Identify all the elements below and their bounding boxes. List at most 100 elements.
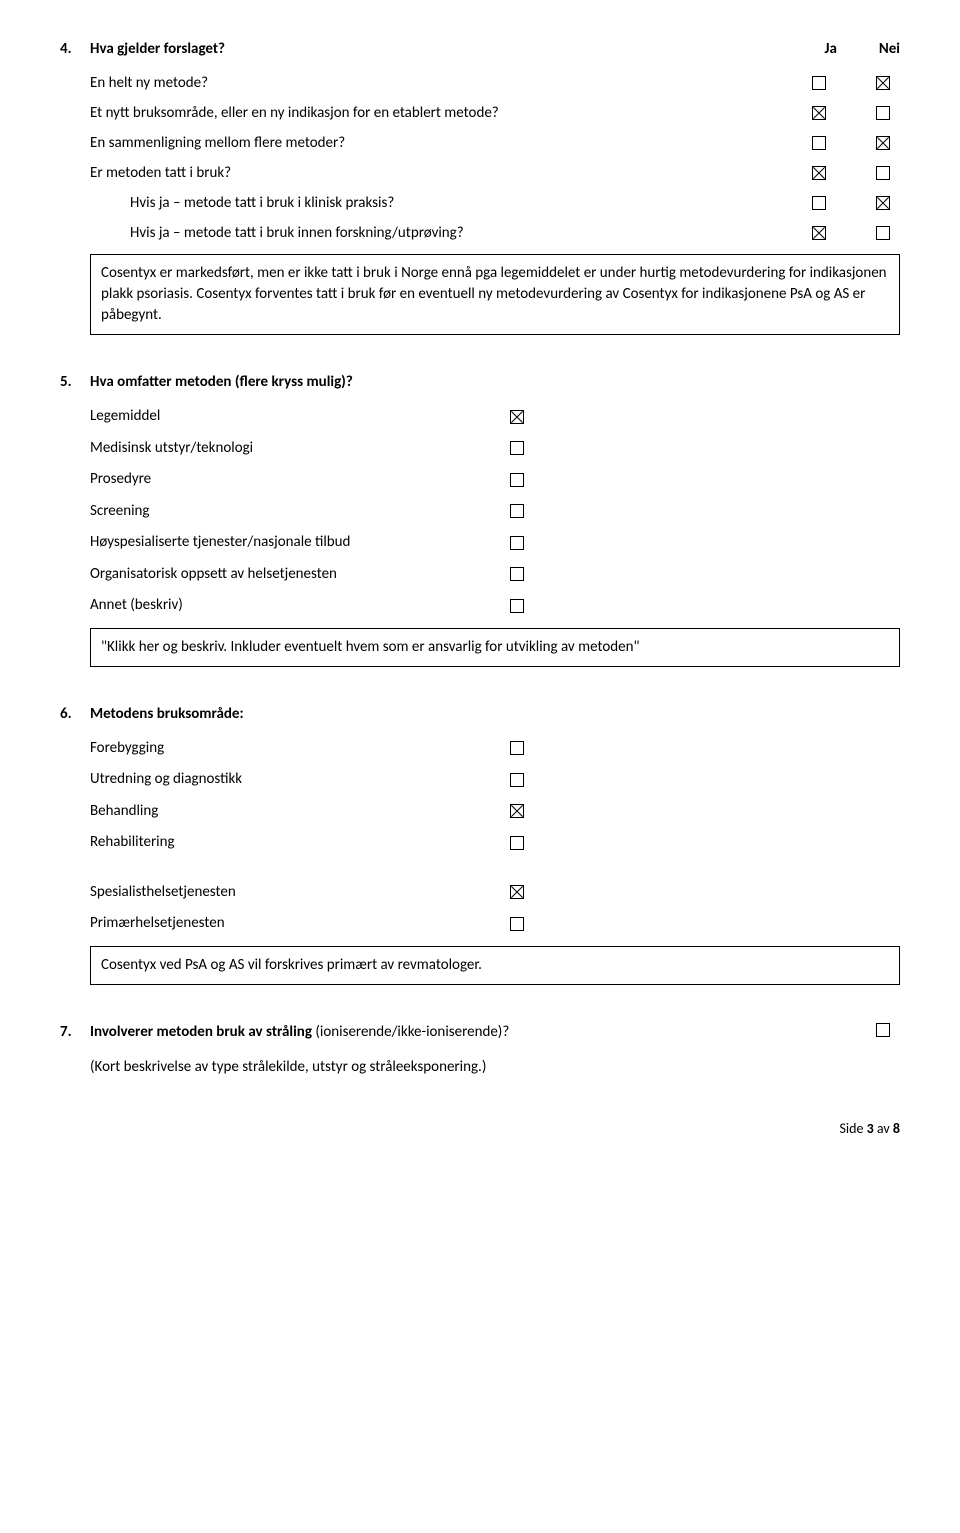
checkbox-ja[interactable] [812,106,826,120]
q5-row: Høyspesialiserte tjenester/nasjonale til… [60,527,900,559]
question-5: 5. Hva omfatter metoden (flere kryss mul… [60,373,900,667]
q6-row-label: Behandling [90,799,510,825]
checkbox-nei[interactable] [876,226,890,240]
footer-total: 8 [893,1120,900,1137]
q4-row: Et nytt bruksområde, eller en ny indikas… [60,98,900,128]
q5-checkbox[interactable] [510,410,524,424]
q4-row-label: En sammenligning mellom flere metoder? [90,131,812,155]
q5-row-label: Annet (beskriv) [90,593,510,619]
q5-title: Hva omfatter metoden (flere kryss mulig)… [90,373,900,391]
q5-checkbox[interactable] [510,473,524,487]
col-ja: Ja [825,40,837,58]
checkbox-ja[interactable] [812,196,826,210]
q5-row: Medisinsk utstyr/teknologi [60,433,900,465]
q6-header: 6. Metodens bruksområde: [60,705,900,723]
q6-checkbox[interactable] [510,773,524,787]
q6-checkbox[interactable] [510,836,524,850]
q5-row: Annet (beskriv) [60,590,900,622]
q4-column-headers: Ja Nei [825,40,901,58]
page-footer: Side 3 av 8 [60,1120,900,1137]
q4-note-box: Cosentyx er markedsført, men er ikke tat… [90,254,900,335]
checkbox-ja[interactable] [812,166,826,180]
q6-row: Spesialisthelsetjenesten [60,877,900,909]
q4-row: En sammenligning mellom flere metoder? [60,128,900,158]
q6-note-box: Cosentyx ved PsA og AS vil forskrives pr… [90,946,900,985]
q4-row-boxes [812,76,890,90]
q6-checkbox[interactable] [510,885,524,899]
q6-number: 6. [60,705,90,723]
checkbox-ja[interactable] [812,136,826,150]
q4-row-label: En helt ny metode? [90,71,812,95]
q6-row: Primærhelsetjenesten [60,908,900,940]
q7-title-part1: Involverer metoden bruk av stråling [90,1023,315,1041]
q4-number: 4. [60,40,90,58]
q4-row-boxes [812,136,890,150]
q6-row-label: Forebygging [90,736,510,762]
q5-checkbox[interactable] [510,536,524,550]
q5-checkbox[interactable] [510,567,524,581]
q5-checkbox[interactable] [510,504,524,518]
q6-row-label: Spesialisthelsetjenesten [90,880,510,906]
q6-checkbox[interactable] [510,804,524,818]
q5-note-box: "Klikk her og beskriv. Inkluder eventuel… [90,628,900,667]
q4-header: 4. Hva gjelder forslaget? Ja Nei [60,40,900,58]
q4-row-label: Er metoden tatt i bruk? [90,161,812,185]
q4-row: Hvis ja – metode tatt i bruk i klinisk p… [60,188,900,218]
footer-mid: av [874,1120,893,1137]
q5-header: 5. Hva omfatter metoden (flere kryss mul… [60,373,900,391]
q5-number: 5. [60,373,90,391]
q7-title-part2: (ioniserende/ikke-ioniserende)? [315,1023,509,1041]
q4-row: Hvis ja – metode tatt i bruk innen forsk… [60,218,900,248]
q4-title: Hva gjelder forslaget? [90,40,785,58]
q4-row-boxes [812,106,890,120]
checkbox-ja[interactable] [812,226,826,240]
q5-checkbox[interactable] [510,599,524,613]
q6-row: Rehabilitering [60,827,900,859]
q5-row-label: Medisinsk utstyr/teknologi [90,436,510,462]
q5-row: Legemiddel [60,401,900,433]
footer-page: 3 [867,1120,874,1137]
q6-row-label: Utredning og diagnostikk [90,767,510,793]
q6-row-label: Primærhelsetjenesten [90,911,510,937]
q5-row: Organisatorisk oppsett av helsetjenesten [60,559,900,591]
question-6: 6. Metodens bruksområde: Forebygging Utre… [60,705,900,985]
checkbox-ja[interactable] [812,76,826,90]
q7-number: 7. [60,1023,90,1041]
q5-row-label: Screening [90,499,510,525]
q4-row: En helt ny metode? [60,68,900,98]
q6-row: Behandling [60,796,900,828]
q4-row-label: Hvis ja – metode tatt i bruk i klinisk p… [130,191,812,215]
q6-row: Utredning og diagnostikk [60,764,900,796]
q6-row-label: Rehabilitering [90,830,510,856]
q7-subtext: (Kort beskrivelse av type strålekilde, u… [90,1055,900,1079]
q4-row-label: Hvis ja – metode tatt i bruk innen forsk… [130,221,812,245]
q5-row-label: Høyspesialiserte tjenester/nasjonale til… [90,530,510,556]
q5-checkbox[interactable] [510,441,524,455]
q6-checkbox[interactable] [510,741,524,755]
checkbox-nei[interactable] [876,166,890,180]
q5-row: Prosedyre [60,464,900,496]
q6-row: Forebygging [60,733,900,765]
checkbox-nei[interactable] [876,76,890,90]
q4-row-boxes [812,166,890,180]
q4-row-boxes [812,226,890,240]
q6-checkbox[interactable] [510,917,524,931]
checkbox-nei[interactable] [876,106,890,120]
q4-row: Er metoden tatt i bruk? [60,158,900,188]
col-nei: Nei [879,40,900,58]
q5-row-label: Organisatorisk oppsett av helsetjenesten [90,562,510,588]
q7-subtext-row: (Kort beskrivelse av type strålekilde, u… [60,1052,900,1082]
q7-header: 7. Involverer metoden bruk av stråling (… [60,1023,900,1042]
checkbox-nei[interactable] [876,136,890,150]
question-7: 7. Involverer metoden bruk av stråling (… [60,1023,900,1082]
q4-row-label: Et nytt bruksområde, eller en ny indikas… [90,101,812,125]
q7-title: Involverer metoden bruk av stråling (ion… [90,1023,836,1041]
checkbox-nei[interactable] [876,196,890,210]
q7-checkbox[interactable] [876,1023,890,1037]
q4-row-boxes [812,196,890,210]
q6-title: Metodens bruksområde: [90,705,900,723]
q5-row-label: Prosedyre [90,467,510,493]
question-4: 4. Hva gjelder forslaget? Ja Nei En helt… [60,40,900,335]
q5-row-label: Legemiddel [90,404,510,430]
footer-prefix: Side [840,1120,867,1137]
